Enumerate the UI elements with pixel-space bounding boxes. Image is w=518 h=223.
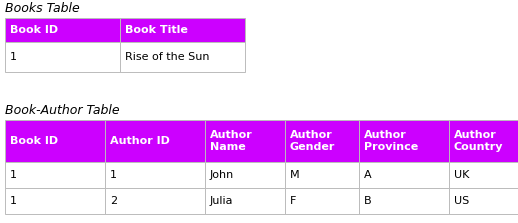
Text: Author
Gender: Author Gender — [290, 130, 335, 152]
Text: John: John — [210, 170, 234, 180]
Text: Julia: Julia — [210, 196, 234, 206]
Bar — [285, 162, 359, 188]
Bar — [5, 188, 105, 214]
Bar — [449, 120, 518, 162]
Bar — [285, 188, 359, 214]
Text: A: A — [364, 170, 371, 180]
Bar — [5, 18, 120, 42]
Text: Author
Name: Author Name — [210, 130, 253, 152]
Text: Book ID: Book ID — [10, 136, 58, 146]
Text: Book Title: Book Title — [125, 25, 188, 35]
Text: Book ID: Book ID — [10, 25, 58, 35]
Text: Rise of the Sun: Rise of the Sun — [125, 52, 209, 62]
Text: 2: 2 — [110, 196, 117, 206]
Bar — [105, 188, 205, 214]
Bar — [205, 188, 285, 214]
Bar — [359, 120, 449, 162]
Bar — [5, 162, 105, 188]
Text: F: F — [290, 196, 296, 206]
Bar — [449, 188, 518, 214]
Bar — [5, 42, 120, 72]
Bar — [5, 120, 105, 162]
Text: US: US — [454, 196, 469, 206]
Text: 1: 1 — [10, 196, 17, 206]
Text: Author
Country: Author Country — [454, 130, 503, 152]
Text: Book-Author Table: Book-Author Table — [5, 104, 120, 117]
Text: Author
Province: Author Province — [364, 130, 418, 152]
Bar — [120, 18, 245, 42]
Text: Books Table: Books Table — [5, 2, 80, 15]
Text: 1: 1 — [10, 170, 17, 180]
Text: 1: 1 — [10, 52, 17, 62]
Text: B: B — [364, 196, 371, 206]
Text: UK: UK — [454, 170, 469, 180]
Bar — [359, 188, 449, 214]
Bar — [359, 162, 449, 188]
Text: M: M — [290, 170, 299, 180]
Bar — [105, 120, 205, 162]
Bar — [285, 120, 359, 162]
Text: Author ID: Author ID — [110, 136, 170, 146]
Bar — [205, 162, 285, 188]
Bar — [105, 162, 205, 188]
Bar — [205, 120, 285, 162]
Bar — [120, 42, 245, 72]
Text: 1: 1 — [110, 170, 117, 180]
Bar — [449, 162, 518, 188]
